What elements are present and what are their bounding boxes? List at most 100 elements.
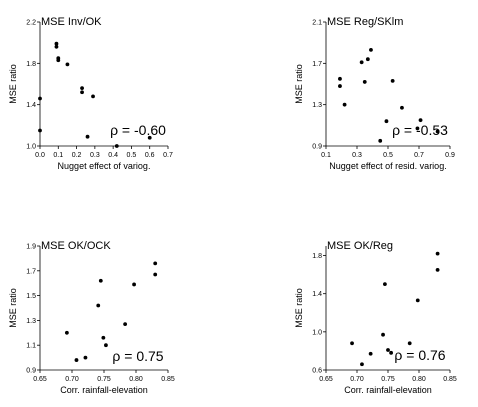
data-point (389, 350, 393, 355)
y-tick-label: 2.2 (26, 20, 36, 27)
data-point (360, 362, 364, 367)
data-point (407, 341, 412, 346)
data-point (369, 48, 373, 52)
y-tick-label: 1.3 (312, 102, 322, 109)
data-point (153, 261, 158, 266)
y-axis-label: MSE ratio (294, 64, 304, 104)
y-tick-label: 1.0 (312, 329, 322, 336)
y-tick-label: 0.6 (312, 368, 322, 375)
x-tick-label: 0.4 (108, 152, 118, 159)
data-point (153, 272, 158, 277)
data-point (132, 282, 136, 287)
data-point (98, 278, 103, 283)
data-point (435, 267, 440, 272)
y-tick-label: 1.7 (26, 268, 36, 275)
panel-title: MSE OK/OCK (41, 240, 111, 252)
y-tick-label: 1.8 (26, 61, 36, 68)
data-point (381, 332, 385, 337)
data-point (74, 358, 79, 362)
data-point (96, 303, 101, 308)
data-point (359, 60, 364, 65)
y-axis-label: MSE ratio (8, 64, 18, 104)
data-point (365, 57, 370, 62)
data-point (386, 348, 390, 352)
data-point (415, 298, 420, 303)
data-point (350, 341, 354, 346)
scatter-panel-4: 0.65 0.70 0.75 0.80 0.85 0.6 1.0 1.4 1.8 MSE OK/R… (294, 240, 457, 395)
y-tick-label: 0.9 (312, 144, 322, 151)
x-tick-label: 0.1 (53, 152, 63, 159)
data-point (123, 322, 128, 327)
correlation-annotation: ρ = 0.76 (394, 347, 445, 363)
data-point (415, 126, 420, 131)
data-point (147, 135, 152, 140)
data-point (418, 118, 423, 123)
x-tick-label: 0.2 (72, 152, 82, 159)
x-tick-label: 0.70 (350, 376, 364, 383)
data-point (378, 138, 383, 143)
x-tick-label: 0.5 (383, 152, 393, 159)
x-axis-label: Corr. rainfall-elevation (344, 385, 432, 395)
data-point (362, 80, 367, 84)
y-tick-label: 1.4 (312, 291, 322, 298)
y-tick-label: 1.1 (26, 343, 36, 350)
panel-title: MSE Inv/OK (41, 16, 102, 28)
panel-title: MSE Reg/SKlm (327, 16, 403, 28)
panel-title: MSE OK/Reg (327, 240, 393, 252)
correlation-annotation: ρ = -0.53 (392, 122, 448, 138)
y-tick-label: 1.3 (26, 318, 36, 325)
y-axis-label: MSE ratio (8, 288, 18, 328)
x-tick-label: 0.7 (163, 152, 173, 159)
x-tick-label: 0.1 (321, 152, 331, 159)
data-point (65, 62, 70, 67)
y-tick-label: 2.1 (312, 20, 322, 27)
x-tick-label: 0.9 (445, 152, 455, 159)
x-tick-label: 0.80 (129, 376, 143, 383)
data-point (338, 76, 342, 81)
x-axis-label: Nugget effect of resid. variog. (329, 161, 446, 171)
x-tick-label: 0.5 (127, 152, 137, 159)
y-axis-label: MSE ratio (294, 288, 304, 328)
scatter-panel-3: 0.65 0.70 0.75 0.80 0.85 0.9 1.1 1.3 1.5 1.7 1.9 MS… (8, 240, 175, 395)
y-tick-label: 0.9 (26, 368, 36, 375)
data-point (342, 102, 347, 107)
data-point (80, 86, 84, 91)
data-point (338, 84, 342, 88)
data-point (85, 134, 90, 139)
data-point (38, 96, 42, 101)
data-point (368, 351, 373, 356)
data-point (384, 119, 389, 124)
data-point (104, 343, 108, 348)
correlation-annotation: ρ = -0.60 (110, 122, 166, 138)
y-tick-label: 1.7 (312, 61, 322, 68)
correlation-annotation: ρ = 0.75 (112, 348, 163, 364)
x-tick-label: 0.3 (90, 152, 100, 159)
x-tick-label: 0.75 (97, 376, 111, 383)
data-point (435, 129, 440, 134)
x-tick-label: 0.7 (414, 152, 424, 159)
data-point (83, 355, 88, 360)
data-point (38, 128, 42, 133)
x-tick-label: 0.80 (412, 376, 426, 383)
x-tick-label: 0.65 (33, 376, 47, 383)
x-tick-label: 0.0 (35, 152, 45, 159)
y-tick-label: 1.9 (26, 244, 36, 251)
x-tick-label: 0.85 (161, 376, 175, 383)
y-tick-label: 1.0 (26, 144, 36, 151)
data-point (101, 335, 106, 340)
data-point (80, 90, 84, 95)
data-point (400, 105, 404, 110)
data-point (54, 44, 59, 49)
x-tick-label: 0.65 (319, 376, 333, 383)
data-point (91, 94, 95, 99)
y-tick-label: 1.5 (26, 293, 36, 300)
scatter-panel-1: 0.0 0.1 0.2 0.3 0.4 0.5 0.6 0.7 1.0 1.4 1.8 2.2 MSE … (8, 16, 173, 171)
y-tick-label: 1.4 (26, 102, 36, 109)
data-point (383, 282, 387, 287)
data-point (114, 144, 119, 148)
x-tick-label: 0.75 (381, 376, 395, 383)
data-point (390, 79, 395, 83)
data-point (435, 251, 440, 256)
x-tick-label: 0.70 (65, 376, 79, 383)
